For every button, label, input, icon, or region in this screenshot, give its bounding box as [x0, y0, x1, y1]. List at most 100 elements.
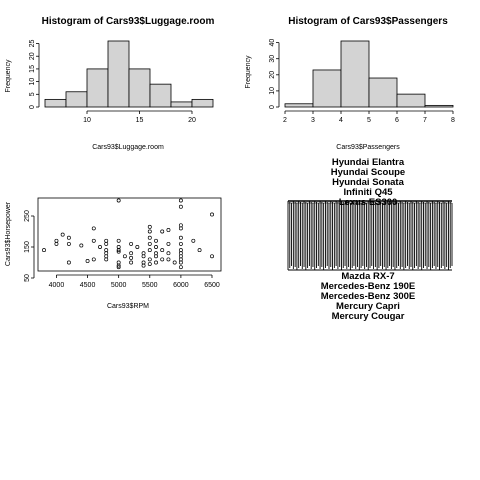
dendrogram-leaf-label: Hyundai Scoupe	[331, 167, 405, 178]
scatter-point	[79, 243, 84, 248]
x-tick-label: 5500	[142, 282, 158, 289]
scatter-ylabel: Cars93$Horsepower	[5, 201, 12, 266]
y-tick-label: 20	[29, 52, 36, 60]
scatter-xlabel: Cars93$RPM	[107, 303, 149, 310]
scatter-point	[154, 238, 158, 243]
luggage-histogram-title: Histogram of Cars93$Luggage.room	[42, 16, 215, 27]
histogram-bar	[191, 98, 214, 108]
scatter-point	[116, 198, 121, 203]
scatter-point	[147, 229, 152, 234]
scatter-point	[141, 263, 146, 268]
y-tick-label: 20	[269, 71, 276, 79]
scatter-point	[66, 241, 71, 246]
scatter-point	[104, 241, 109, 246]
scatter-point	[178, 265, 183, 270]
scatter-point	[135, 245, 140, 249]
y-tick-label: 10	[269, 87, 276, 95]
scatter-point	[178, 198, 183, 203]
scatter-point	[147, 224, 152, 229]
dendrogram-leaf-label: Mercedes-Benz 300E	[321, 291, 416, 302]
x-tick-label: 3	[311, 117, 315, 124]
scatter-point	[98, 245, 102, 249]
scatter-point	[129, 255, 134, 260]
scatter-point	[91, 257, 96, 262]
scatter-point	[85, 259, 90, 263]
scatter-points	[42, 198, 214, 270]
dendrogram-leaf-label: Hyundai Sonata	[332, 177, 405, 188]
scatter-point	[116, 249, 121, 254]
x-tick-label: 6	[395, 117, 399, 124]
scatter-point	[147, 257, 152, 262]
histogram-bar	[65, 91, 88, 108]
scatter-point	[104, 248, 109, 253]
scatter-point	[154, 245, 158, 249]
scatter-point	[166, 257, 171, 262]
dendrogram-leaf-label: Mercedes-Benz 190E	[321, 281, 416, 292]
scatter-point	[104, 251, 109, 256]
scatter-point	[129, 260, 134, 265]
scatter-point	[160, 257, 165, 262]
x-tick-label: 10	[83, 117, 91, 124]
scatter-point	[191, 238, 196, 243]
histogram-bar	[44, 98, 67, 108]
passengers-histogram-xaxis: 2 3 4 5 6 7 8	[283, 110, 455, 124]
luggage-histogram-yaxis: 0 5 10 15 20 25	[29, 40, 40, 109]
dendrogram-leaf-label: Hyundai Elantra	[332, 157, 405, 168]
x-tick-label: 4000	[49, 282, 65, 289]
passengers-histogram-title: Histogram of Cars93$Passengers	[288, 16, 448, 27]
scatter-point	[54, 241, 59, 246]
scatter-point	[129, 241, 134, 246]
scatter-point	[122, 254, 127, 259]
scatter-point	[178, 241, 183, 246]
passengers-histogram-panel: Histogram of Cars93$Passengers Cars93$Pa…	[245, 16, 455, 151]
y-tick-label: 50	[24, 274, 31, 282]
x-tick-label: 5	[367, 117, 371, 124]
scatter-point	[178, 226, 183, 231]
scatter-point	[116, 260, 121, 265]
scatter-point	[116, 245, 121, 249]
scatter-point	[141, 251, 146, 256]
passengers-histogram-xlabel: Cars93$Passengers	[336, 144, 400, 151]
dendrogram-leaf-label: Mercury Cougar	[332, 311, 405, 322]
y-tick-label: 5	[29, 92, 36, 96]
scatter-point	[178, 251, 183, 256]
scatter-point	[66, 260, 71, 265]
scatter-point	[166, 227, 171, 232]
y-tick-label: 25	[29, 40, 36, 48]
dendrogram-leaf-label: Mercury Capri	[336, 301, 400, 312]
scatter-point	[178, 257, 183, 262]
histogram-bar	[368, 77, 398, 108]
histogram-bar	[107, 40, 130, 108]
scatter-point	[160, 229, 165, 234]
histogram-bar	[149, 83, 172, 108]
scatter-point	[104, 254, 109, 259]
scatter-point	[42, 248, 46, 253]
dendrogram-leaf-label: Mazda RX-7	[341, 271, 394, 282]
scatter-point	[60, 232, 65, 237]
scatter-point	[91, 226, 96, 231]
luggage-histogram-bars	[44, 40, 214, 108]
scatter-point	[116, 263, 121, 268]
scatter-point	[116, 238, 121, 243]
scatter-point	[166, 241, 171, 246]
scatter-point	[172, 260, 177, 265]
scatter-point	[178, 248, 183, 253]
scatter-point	[154, 254, 158, 259]
histogram-bar	[396, 93, 426, 108]
rpm-horsepower-scatter-panel: Cars93$RPM Cars93$Horsepower 4000 4500 500…	[5, 197, 222, 310]
histogram-bar	[86, 68, 109, 108]
scatter-point	[154, 251, 158, 256]
y-tick-label: 250	[24, 210, 31, 222]
histogram-bar	[340, 40, 370, 108]
passengers-histogram-yaxis: 0 10 20 30 40	[269, 39, 280, 109]
histogram-bar	[284, 103, 314, 108]
histogram-bar	[128, 68, 151, 108]
scatter-yaxis: 50 150 250	[24, 210, 35, 282]
scatter-point	[147, 262, 152, 266]
scatter-point	[210, 212, 214, 217]
scatter-point	[147, 235, 152, 240]
passengers-histogram-ylabel: Frequency	[245, 55, 252, 89]
histogram-bar	[424, 104, 454, 108]
